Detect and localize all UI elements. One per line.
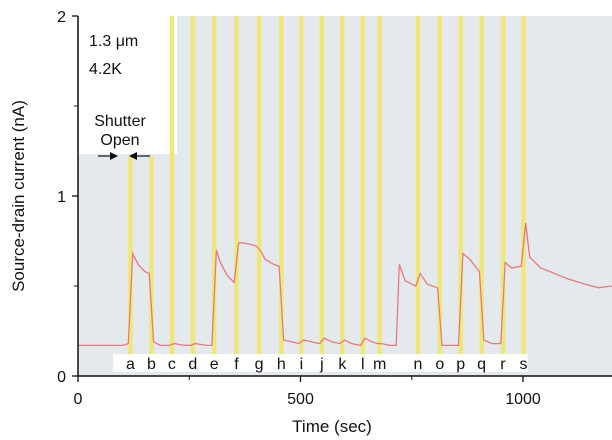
- band-label-j: j: [319, 356, 324, 373]
- shutter-band-i: [299, 16, 304, 354]
- shutter-band-p: [458, 16, 463, 354]
- annotation-temperature: 4.2K: [89, 61, 122, 78]
- y-tick-label-0: 0: [57, 369, 66, 386]
- shutter-band-m: [377, 16, 382, 354]
- annotations: 1.3 μm 4.2K Shutter Open Time (sec) Sour…: [9, 33, 372, 436]
- band-label-o: o: [435, 356, 444, 373]
- shutter-arrows: [98, 152, 150, 160]
- annotation-box: [79, 16, 177, 154]
- band-label-a: a: [126, 356, 135, 373]
- shutter-band-d: [190, 16, 196, 354]
- band-label-p: p: [456, 356, 465, 373]
- band-label-q: q: [477, 356, 486, 373]
- band-label-s: s: [519, 356, 527, 373]
- band-label-h: h: [277, 356, 286, 373]
- data-series: [78, 222, 612, 347]
- y-axis-label: Source-drain current (nA): [9, 100, 28, 292]
- shutter-band-l: [360, 16, 366, 354]
- shutter-band-h: [279, 16, 284, 354]
- band-label-n: n: [414, 356, 423, 373]
- band-label-b: b: [147, 356, 156, 373]
- band-label-row: [113, 354, 528, 372]
- shutter-band-e: [211, 16, 217, 354]
- band-label-g: g: [255, 356, 264, 373]
- shutter-band-n: [415, 16, 421, 354]
- shutter-arrowhead-left: [110, 152, 118, 160]
- shutter-band-f: [234, 16, 239, 354]
- shutter-band-s: [521, 16, 526, 354]
- shutter-band-r: [500, 16, 506, 354]
- x-tick-label-1000: 1000: [505, 391, 541, 408]
- band-label-l: l: [361, 356, 365, 373]
- band-label-d: d: [188, 356, 197, 373]
- band-label-f: f: [234, 356, 239, 373]
- band-label-c: c: [168, 356, 176, 373]
- shutter-arrowhead-right: [129, 152, 137, 160]
- annotation-shutter-line1: Shutter: [94, 113, 146, 130]
- shutter-band-o: [437, 16, 443, 354]
- band-label-k: k: [338, 356, 347, 373]
- shutter-band-c: [169, 16, 175, 354]
- y-tick-label-2: 2: [57, 9, 66, 26]
- shutter-band-b: [149, 156, 154, 354]
- shutter-band-a: [128, 156, 133, 354]
- band-label-i: i: [300, 356, 304, 373]
- x-axis-label: Time (sec): [292, 417, 372, 436]
- band-label-m: m: [373, 356, 386, 373]
- plot-area: [78, 16, 612, 376]
- x-tick-label-500: 500: [287, 391, 314, 408]
- band-label-e: e: [210, 356, 219, 373]
- axes: 0 500 1000 0 1 2: [57, 9, 612, 408]
- x-tick-label-0: 0: [74, 391, 83, 408]
- annotation-shutter-line2: Open: [100, 132, 139, 149]
- band-label-r: r: [500, 356, 506, 373]
- series-line-0: [78, 222, 612, 347]
- shutter-band-k: [340, 16, 345, 354]
- y-tick-label-1: 1: [57, 189, 66, 206]
- shutter-band-g: [256, 16, 262, 354]
- shutter-band-j: [319, 16, 325, 354]
- annotation-size: 1.3 μm: [89, 33, 138, 50]
- shutter-band-q: [479, 16, 484, 354]
